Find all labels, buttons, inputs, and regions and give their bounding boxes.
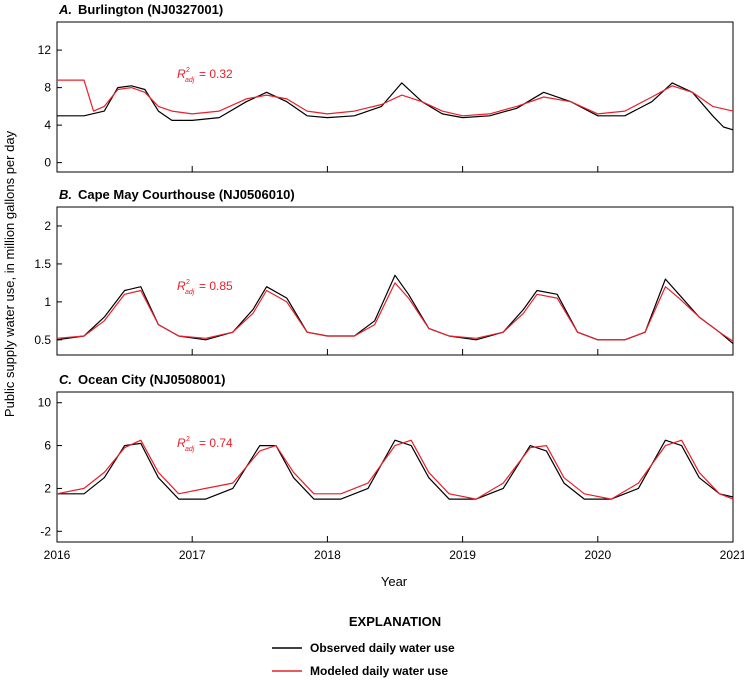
y-tick-label: 2 [44,219,51,233]
y-tick-label: -2 [40,524,51,538]
svg-text:adj: adj [185,77,195,84]
svg-text:2: 2 [186,67,190,74]
panel-b-cape-may: B. Cape May Courthouse (NJ0506010) 0.5 1 1… [34,187,734,356]
panel-b-series [56,274,734,345]
panel-c-ocean-city: C. Ocean City (NJ0508001) -2 2 6 10 R 2 adj… [38,372,734,543]
svg-text:2: 2 [186,436,190,443]
panel-a-letter: A. [58,2,72,17]
legend-observed-label: Observed daily water use [310,641,455,655]
plot-frame-b [56,206,734,356]
plot-frame-c [56,391,734,543]
y-tick-label: 6 [44,439,51,453]
panel-c-r2-value: = 0.74 [199,436,233,450]
y-tick-label: 8 [44,81,51,95]
legend-title: EXPLANATION [349,614,441,629]
y-tick-label: 0 [44,156,51,170]
y-tick-label: 0.5 [34,333,51,347]
legend-modeled-label: Modeled daily water use [310,664,448,678]
panel-b-modeled-line [56,282,734,342]
x-tick-label: 2020 [584,548,611,562]
svg-text:R: R [177,279,186,293]
panel-c-modeled-line [56,439,734,500]
x-tick-labels: 2016 2017 2018 2019 2020 2021 [44,548,744,562]
x-tick-label: 2016 [44,548,71,562]
panel-a-title: Burlington (NJ0327001) [78,2,223,17]
y-axis-label: Public supply water use, in million gall… [2,130,17,417]
panel-b-observed-line [56,274,734,345]
panel-c-r2-annotation: R 2 adj = 0.74 [177,436,233,453]
x-tick-label: 2019 [449,548,476,562]
panel-c-observed-line [57,439,734,500]
panel-c-series [56,439,734,500]
panel-c-letter: C. [59,372,72,387]
panel-a-series [57,79,734,131]
y-tick-label: 12 [38,43,52,57]
panel-b-r2-annotation: R 2 adj = 0.85 [177,279,233,296]
svg-text:R: R [177,67,186,81]
x-tick-label: 2018 [314,548,341,562]
panel-b-letter: B. [59,187,72,202]
x-axis-label: Year [381,574,408,589]
plot-frame-a [56,21,734,173]
x-tick-label: 2017 [179,548,206,562]
y-tick-label: 10 [38,396,52,410]
y-tick-label: 1 [44,295,51,309]
svg-text:adj: adj [185,446,195,453]
panel-a-r2-value: = 0.32 [199,67,233,81]
panel-a-r2-annotation: R 2 adj = 0.32 [177,67,233,84]
y-tick-label: 4 [44,118,51,132]
panel-b-r2-value: = 0.85 [199,279,233,293]
panel-c-title: Ocean City (NJ0508001) [78,372,225,387]
svg-text:R: R [177,436,186,450]
legend: EXPLANATION Observed daily water use Mod… [272,614,455,678]
y-tick-label: 1.5 [34,257,51,271]
panel-a-ticks: 0 4 8 12 [38,43,734,172]
svg-text:2: 2 [186,279,190,286]
y-tick-label: 2 [44,481,51,495]
panel-c-ticks: -2 2 6 10 [38,396,734,542]
panel-a-modeled-line [57,79,734,117]
panel-a-burlington: A. Burlington (NJ0327001) 0 4 8 12 R 2 adj … [38,2,734,173]
svg-text:adj: adj [185,289,195,296]
panel-b-title: Cape May Courthouse (NJ0506010) [78,187,295,202]
x-tick-label: 2021 [720,548,744,562]
